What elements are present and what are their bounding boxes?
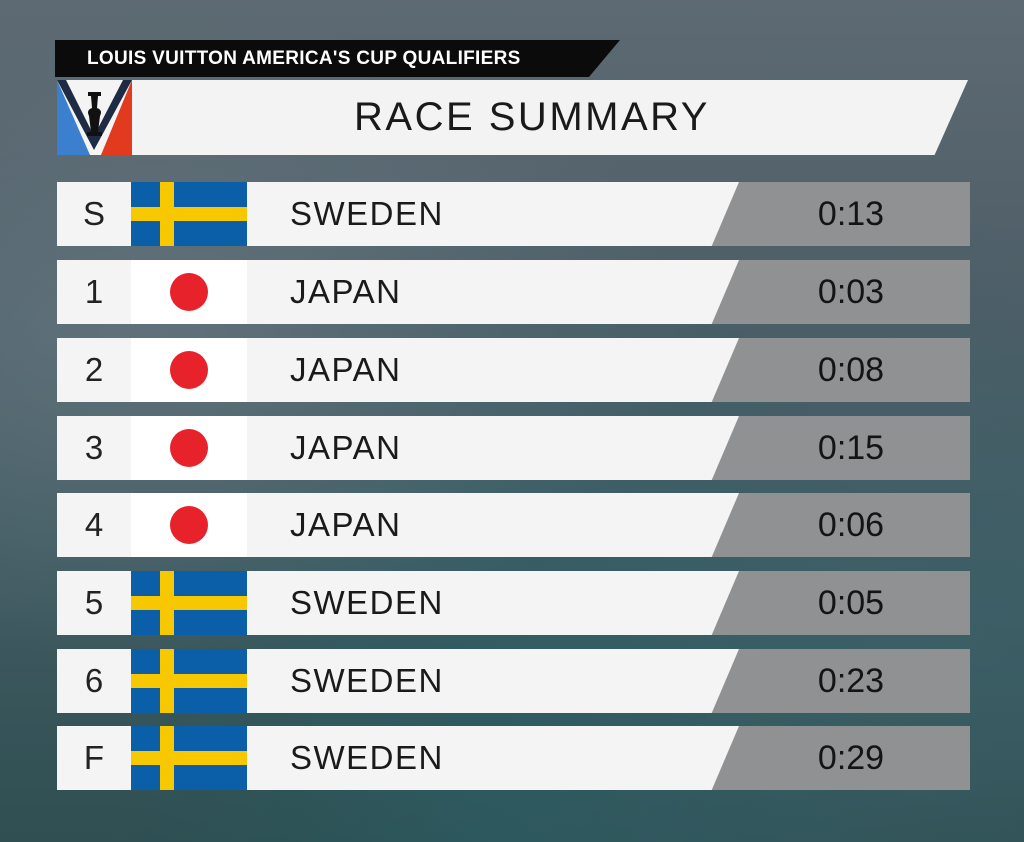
country-name: JAPAN [290,273,402,310]
page-title: RACE SUMMARY [354,95,710,139]
japan-flag-icon [131,260,247,324]
split-time: 0:23 [817,662,885,700]
country-name: JAPAN [290,351,402,388]
summary-row: 5 SWEDEN 0:05 [57,571,970,635]
sweden-flag-icon [131,182,247,246]
split-time: 0:15 [817,429,885,467]
japan-flag-icon [131,416,247,480]
country-name: JAPAN [290,506,402,543]
split-time: 0:06 [817,506,885,544]
summary-row: 6 SWEDEN 0:23 [57,649,970,713]
mark-label: 2 [84,351,104,388]
split-time: 0:03 [817,273,885,311]
split-time: 0:08 [817,351,885,389]
mark-label: 4 [84,506,104,543]
mark-label: S [82,195,105,232]
mark-label: F [83,739,105,776]
mark-label: 3 [84,429,104,466]
mark-label: 1 [84,273,104,310]
country-name: SWEDEN [290,662,444,699]
country-name: SWEDEN [290,584,444,621]
split-time: 0:29 [817,739,885,777]
japan-flag-icon [131,338,247,402]
americas-cup-logo-icon [57,80,132,155]
event-label: LOUIS VUITTON AMERICA'S CUP QUALIFIERS [55,40,620,77]
sweden-flag-icon [131,571,247,635]
summary-row: 1 JAPAN 0:03 [57,260,970,324]
summary-row: 4 JAPAN 0:06 [57,493,970,557]
summary-row: 3 JAPAN 0:15 [57,416,970,480]
mark-label: 6 [84,662,104,699]
summary-row: 2 JAPAN 0:08 [57,338,970,402]
summary-row: S SWEDEN 0:13 [57,182,970,246]
title-bar: RACE SUMMARY [132,80,968,155]
mark-label: 5 [84,584,104,621]
split-time: 0:05 [817,584,885,622]
country-name: JAPAN [290,429,402,466]
summary-row: F SWEDEN 0:29 [57,726,970,790]
split-time: 0:13 [817,195,885,233]
japan-flag-icon [131,493,247,557]
sweden-flag-icon [131,649,247,713]
country-name: SWEDEN [290,739,444,776]
country-name: SWEDEN [290,195,444,232]
sweden-flag-icon [131,726,247,790]
